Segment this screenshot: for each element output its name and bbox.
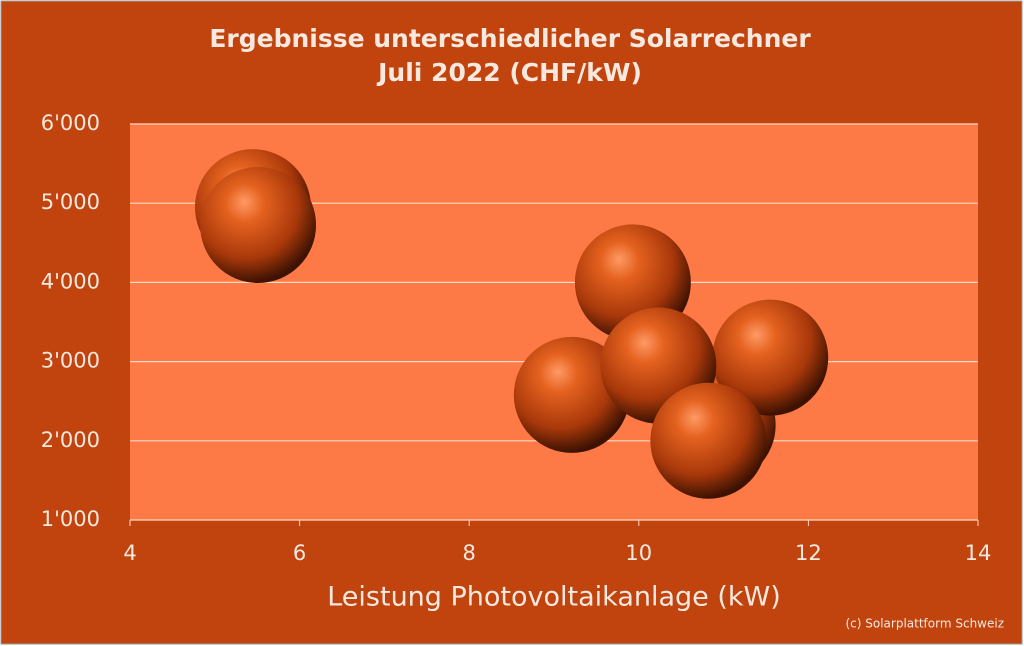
- y-tick-label: 6'000: [41, 111, 100, 135]
- x-tick-label: 12: [795, 541, 822, 565]
- bubble: [712, 299, 829, 416]
- credit: (c) Solarplattform Schweiz: [845, 617, 1004, 631]
- chart-subtitle: Juli 2022 (CHF/kW): [376, 58, 642, 87]
- x-tick-label: 10: [625, 541, 652, 565]
- x-tick-label: 4: [123, 541, 136, 565]
- y-tick-label: 5'000: [41, 190, 100, 214]
- y-tick-label: 2'000: [41, 428, 100, 452]
- y-tick-label: 1'000: [41, 507, 100, 531]
- chart-title: Ergebnisse unterschiedlicher Solarrechne…: [209, 24, 811, 53]
- bubble: [650, 382, 767, 499]
- x-tick-label: 8: [463, 541, 476, 565]
- x-tick-label: 14: [965, 541, 992, 565]
- x-axis-label: Leistung Photovoltaikanlage (kW): [327, 582, 781, 613]
- x-tick-label: 6: [293, 541, 306, 565]
- bubble: [200, 166, 317, 283]
- y-tick-label: 4'000: [41, 269, 100, 293]
- y-tick-label: 3'000: [41, 349, 100, 373]
